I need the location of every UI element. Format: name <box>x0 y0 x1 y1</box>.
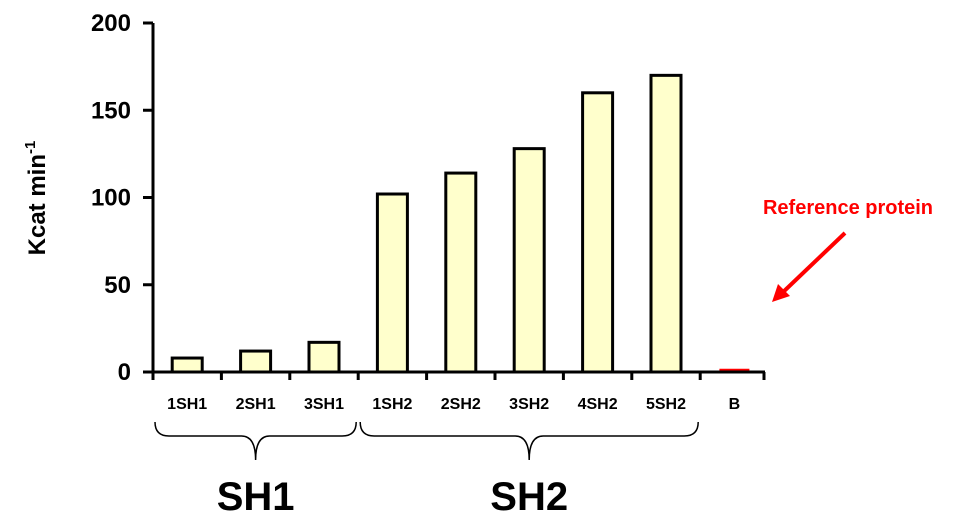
bar-2sh2 <box>444 171 478 374</box>
annotation-arrow <box>772 231 847 302</box>
y-tick-label: 100 <box>91 185 131 212</box>
brace-sh1 <box>154 421 357 461</box>
bar-4sh2 <box>581 91 615 374</box>
bar-2sh1 <box>239 349 273 374</box>
arrow-shaft <box>778 231 847 297</box>
brace-sh2 <box>359 421 699 461</box>
reference-protein-annotation: Reference protein <box>763 197 933 219</box>
y-axis-label: Kcat min-1 <box>22 141 51 256</box>
bar-3sh1 <box>307 340 341 374</box>
x-tick-label: 1SH2 <box>372 396 412 413</box>
group-braces: SH1 SH2 <box>154 421 699 515</box>
x-tick-label: 3SH1 <box>304 396 344 413</box>
y-axis-label-main: Kcat min <box>24 154 51 255</box>
x-tick-label: 2SH1 <box>236 396 276 413</box>
y-tick-label: 0 <box>118 359 131 386</box>
y-axis: 0 50 100 150 200 <box>91 10 155 386</box>
x-tick-label: 4SH2 <box>578 396 618 413</box>
y-axis-label-sup: -1 <box>22 141 39 154</box>
bar-5sh2 <box>649 73 683 374</box>
bars <box>170 73 750 374</box>
group-label-sh2: SH2 <box>490 475 568 515</box>
arrow-head <box>772 284 790 302</box>
y-tick-label: 50 <box>104 272 131 299</box>
x-tick-label: 2SH2 <box>441 396 481 413</box>
y-tick-label: 150 <box>91 97 131 124</box>
bar-1sh1 <box>170 356 204 374</box>
x-tick-label: 1SH1 <box>167 396 207 413</box>
x-tick-label: B <box>729 396 741 413</box>
bar-1sh2 <box>375 192 409 374</box>
x-tick-label: 5SH2 <box>646 396 686 413</box>
y-tick-label: 200 <box>91 10 131 37</box>
x-tick-label: 3SH2 <box>509 396 549 413</box>
bar-3sh2 <box>512 147 546 374</box>
group-label-sh1: SH1 <box>217 475 295 515</box>
x-axis: 1SH1 2SH1 3SH1 1SH2 2SH2 3SH2 4SH2 5SH2 B <box>151 370 766 413</box>
